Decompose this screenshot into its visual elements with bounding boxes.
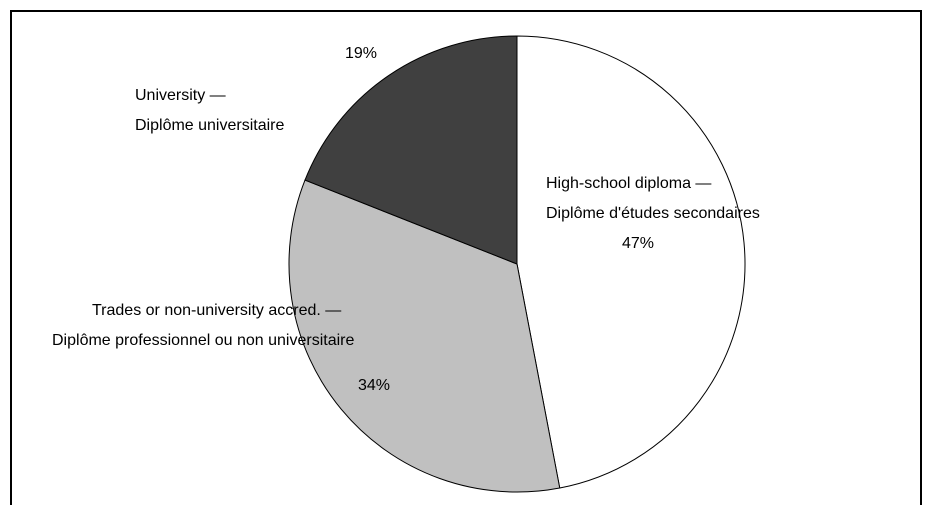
slice-value-label-university: 19% <box>345 45 377 62</box>
pie-slice-university <box>304 35 518 265</box>
pie-labels: High-school diploma — Diplôme d'études s… <box>52 45 760 394</box>
slice-name-fr-trades: Diplôme professionnel ou non universitai… <box>52 332 354 349</box>
slice-name-en-high-school: High-school diploma — <box>546 175 711 192</box>
pie-slice-trades <box>288 179 561 493</box>
pie-slices <box>288 35 746 493</box>
pie-chart: High-school diploma — Diplôme d'études s… <box>52 35 760 493</box>
chart-frame: High-school diploma — Diplôme d'études s… <box>10 10 922 505</box>
slice-value-label-trades: 34% <box>358 377 390 394</box>
pie-slice-high-school <box>516 35 746 489</box>
slice-name-fr-high-school: Diplôme d'études secondaires <box>546 205 760 222</box>
slice-name-fr-university: Diplôme universitaire <box>135 117 284 134</box>
slice-value-label-high-school: 47% <box>622 235 654 252</box>
slice-name-en-university: University — <box>135 87 226 104</box>
slice-name-en-trades: Trades or non-university accred. — <box>92 302 341 319</box>
